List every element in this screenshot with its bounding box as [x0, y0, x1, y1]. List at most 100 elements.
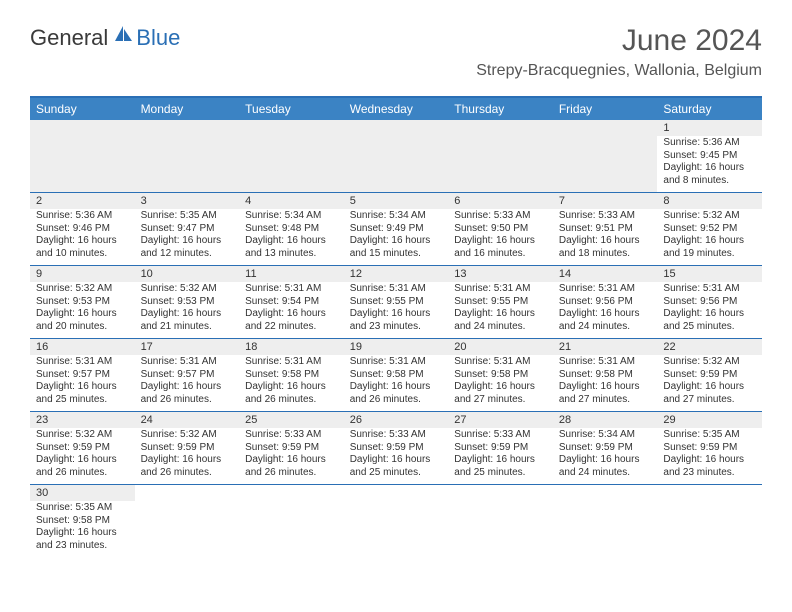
- header: General Blue June 2024 Strepy-Bracquegni…: [0, 0, 792, 88]
- dayname: Saturday: [657, 98, 762, 120]
- daylight-text: and 23 minutes.: [350, 321, 443, 334]
- day-details: Sunrise: 5:33 AMSunset: 9:59 PMDaylight:…: [448, 428, 553, 482]
- daylight-text: and 22 minutes.: [245, 321, 338, 334]
- sunrise-text: Sunrise: 5:31 AM: [454, 356, 547, 369]
- logo: General Blue: [30, 24, 180, 51]
- sunrise-text: Sunrise: 5:31 AM: [663, 283, 756, 296]
- daylight-text: and 27 minutes.: [663, 394, 756, 407]
- sunset-text: Sunset: 9:58 PM: [454, 369, 547, 382]
- calendar: SundayMondayTuesdayWednesdayThursdayFrid…: [30, 96, 762, 557]
- sunrise-text: Sunrise: 5:32 AM: [141, 283, 234, 296]
- daylight-text: Daylight: 16 hours: [36, 527, 129, 540]
- week-row: 2Sunrise: 5:36 AMSunset: 9:46 PMDaylight…: [30, 193, 762, 266]
- day-details: Sunrise: 5:32 AMSunset: 9:59 PMDaylight:…: [657, 355, 762, 409]
- day-number: 6: [448, 193, 553, 209]
- day-cell: 26Sunrise: 5:33 AMSunset: 9:59 PMDayligh…: [344, 412, 449, 484]
- daylight-text: Daylight: 16 hours: [454, 454, 547, 467]
- day-details: Sunrise: 5:32 AMSunset: 9:53 PMDaylight:…: [30, 282, 135, 336]
- day-cell: 1Sunrise: 5:36 AMSunset: 9:45 PMDaylight…: [657, 120, 762, 192]
- daylight-text: and 12 minutes.: [141, 248, 234, 261]
- dayname: Sunday: [30, 98, 135, 120]
- dayname: Wednesday: [344, 98, 449, 120]
- day-number: 26: [344, 412, 449, 428]
- sunset-text: Sunset: 9:59 PM: [36, 442, 129, 455]
- day-cell: 21Sunrise: 5:31 AMSunset: 9:58 PMDayligh…: [553, 339, 658, 411]
- sunset-text: Sunset: 9:59 PM: [663, 369, 756, 382]
- day-cell: 30Sunrise: 5:35 AMSunset: 9:58 PMDayligh…: [30, 485, 135, 557]
- day-cell: 25Sunrise: 5:33 AMSunset: 9:59 PMDayligh…: [239, 412, 344, 484]
- day-cell: 29Sunrise: 5:35 AMSunset: 9:59 PMDayligh…: [657, 412, 762, 484]
- daylight-text: Daylight: 16 hours: [559, 308, 652, 321]
- day-cell: 23Sunrise: 5:32 AMSunset: 9:59 PMDayligh…: [30, 412, 135, 484]
- empty-cell: [448, 120, 553, 192]
- day-number: 12: [344, 266, 449, 282]
- day-cell: 17Sunrise: 5:31 AMSunset: 9:57 PMDayligh…: [135, 339, 240, 411]
- sunset-text: Sunset: 9:57 PM: [36, 369, 129, 382]
- day-details: Sunrise: 5:32 AMSunset: 9:59 PMDaylight:…: [135, 428, 240, 482]
- empty-cell: [448, 485, 553, 557]
- day-cell: 20Sunrise: 5:31 AMSunset: 9:58 PMDayligh…: [448, 339, 553, 411]
- day-number: 3: [135, 193, 240, 209]
- daylight-text: Daylight: 16 hours: [245, 381, 338, 394]
- daylight-text: and 10 minutes.: [36, 248, 129, 261]
- sunrise-text: Sunrise: 5:35 AM: [141, 210, 234, 223]
- sunset-text: Sunset: 9:49 PM: [350, 223, 443, 236]
- day-details: Sunrise: 5:34 AMSunset: 9:48 PMDaylight:…: [239, 209, 344, 263]
- dayname: Monday: [135, 98, 240, 120]
- sunset-text: Sunset: 9:54 PM: [245, 296, 338, 309]
- day-number: 5: [344, 193, 449, 209]
- sunrise-text: Sunrise: 5:33 AM: [245, 429, 338, 442]
- sunrise-text: Sunrise: 5:34 AM: [350, 210, 443, 223]
- logo-text-general: General: [30, 25, 108, 51]
- day-details: Sunrise: 5:31 AMSunset: 9:56 PMDaylight:…: [657, 282, 762, 336]
- day-details: Sunrise: 5:32 AMSunset: 9:59 PMDaylight:…: [30, 428, 135, 482]
- day-details: Sunrise: 5:31 AMSunset: 9:54 PMDaylight:…: [239, 282, 344, 336]
- sunrise-text: Sunrise: 5:31 AM: [245, 283, 338, 296]
- day-number: 19: [344, 339, 449, 355]
- sunrise-text: Sunrise: 5:31 AM: [559, 283, 652, 296]
- day-details: Sunrise: 5:34 AMSunset: 9:49 PMDaylight:…: [344, 209, 449, 263]
- day-details: Sunrise: 5:31 AMSunset: 9:55 PMDaylight:…: [448, 282, 553, 336]
- day-number: 7: [553, 193, 658, 209]
- day-number: 13: [448, 266, 553, 282]
- day-cell: 28Sunrise: 5:34 AMSunset: 9:59 PMDayligh…: [553, 412, 658, 484]
- sunset-text: Sunset: 9:53 PM: [36, 296, 129, 309]
- sunrise-text: Sunrise: 5:31 AM: [350, 283, 443, 296]
- day-number: 30: [30, 485, 135, 501]
- sunrise-text: Sunrise: 5:34 AM: [245, 210, 338, 223]
- sunrise-text: Sunrise: 5:33 AM: [454, 429, 547, 442]
- daylight-text: and 24 minutes.: [559, 321, 652, 334]
- daylight-text: and 23 minutes.: [663, 467, 756, 480]
- day-details: Sunrise: 5:36 AMSunset: 9:45 PMDaylight:…: [657, 136, 762, 190]
- day-cell: 2Sunrise: 5:36 AMSunset: 9:46 PMDaylight…: [30, 193, 135, 265]
- day-details: Sunrise: 5:32 AMSunset: 9:52 PMDaylight:…: [657, 209, 762, 263]
- sunrise-text: Sunrise: 5:32 AM: [663, 210, 756, 223]
- sunset-text: Sunset: 9:58 PM: [350, 369, 443, 382]
- day-number: 20: [448, 339, 553, 355]
- sunset-text: Sunset: 9:46 PM: [36, 223, 129, 236]
- daylight-text: Daylight: 16 hours: [36, 235, 129, 248]
- daylight-text: and 18 minutes.: [559, 248, 652, 261]
- sunset-text: Sunset: 9:59 PM: [559, 442, 652, 455]
- sunset-text: Sunset: 9:52 PM: [663, 223, 756, 236]
- day-number: 2: [30, 193, 135, 209]
- day-number: 4: [239, 193, 344, 209]
- empty-cell: [344, 120, 449, 192]
- day-cell: 16Sunrise: 5:31 AMSunset: 9:57 PMDayligh…: [30, 339, 135, 411]
- daylight-text: Daylight: 16 hours: [663, 308, 756, 321]
- day-details: Sunrise: 5:31 AMSunset: 9:58 PMDaylight:…: [553, 355, 658, 409]
- day-details: Sunrise: 5:31 AMSunset: 9:57 PMDaylight:…: [135, 355, 240, 409]
- daylight-text: Daylight: 16 hours: [663, 454, 756, 467]
- daylight-text: Daylight: 16 hours: [350, 454, 443, 467]
- day-cell: 7Sunrise: 5:33 AMSunset: 9:51 PMDaylight…: [553, 193, 658, 265]
- day-cell: 10Sunrise: 5:32 AMSunset: 9:53 PMDayligh…: [135, 266, 240, 338]
- day-cell: 22Sunrise: 5:32 AMSunset: 9:59 PMDayligh…: [657, 339, 762, 411]
- daylight-text: and 26 minutes.: [350, 394, 443, 407]
- day-number: 21: [553, 339, 658, 355]
- logo-sail-icon: [112, 24, 134, 49]
- daylight-text: Daylight: 16 hours: [663, 235, 756, 248]
- daylight-text: Daylight: 16 hours: [350, 235, 443, 248]
- sunset-text: Sunset: 9:53 PM: [141, 296, 234, 309]
- sunrise-text: Sunrise: 5:31 AM: [141, 356, 234, 369]
- daylight-text: and 23 minutes.: [36, 540, 129, 553]
